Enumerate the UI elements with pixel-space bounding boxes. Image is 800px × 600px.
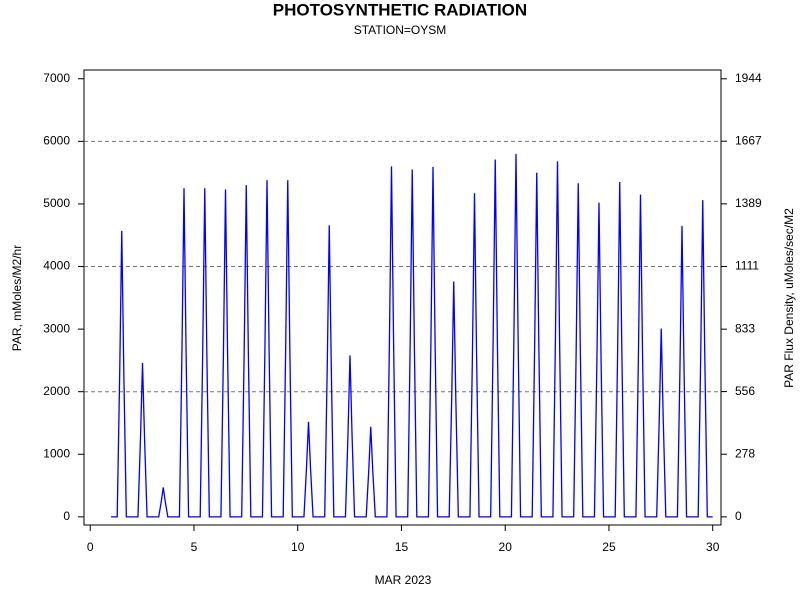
y-tick-label: 4000 — [43, 259, 70, 273]
y2-axis-label: PAR Flux Density, uMoles/sec/M2 — [782, 208, 796, 388]
x-tick-label: 25 — [602, 540, 616, 554]
x-tick-label: 20 — [499, 540, 513, 554]
x-axis-label: MAR 2023 — [375, 573, 432, 587]
y-tick-label: 2000 — [43, 384, 70, 398]
x-tick-label: 10 — [291, 540, 305, 554]
x-tick-label: 15 — [395, 540, 409, 554]
y-tick-label: 0 — [63, 509, 70, 523]
y-tick-label: 5000 — [43, 196, 70, 210]
data-line — [110, 153, 713, 518]
chart-subtitle: STATION=OYSM — [354, 23, 447, 37]
y2-tick-label: 833 — [735, 321, 755, 335]
y2-tick-label: 0 — [735, 509, 742, 523]
y-axis-label: PAR, mMoles/M2/hr — [10, 245, 24, 351]
y-tick-label: 6000 — [43, 134, 70, 148]
plot-frame — [83, 69, 722, 526]
y-tick-label: 3000 — [43, 321, 70, 335]
y-tick-label: 1000 — [43, 446, 70, 460]
x-tick-label: 30 — [706, 540, 720, 554]
y2-tick-label: 1944 — [735, 71, 762, 85]
chart-title: PHOTOSYNTHETIC RADIATION — [273, 0, 527, 19]
x-tick-label: 5 — [191, 540, 198, 554]
y2-tick-label: 1111 — [735, 259, 759, 273]
y2-tick-label: 556 — [735, 384, 755, 398]
y2-tick-label: 278 — [735, 446, 755, 460]
y2-tick-label: 1667 — [735, 133, 762, 147]
y-tick-label: 7000 — [43, 71, 70, 85]
y2-tick-label: 1389 — [735, 196, 762, 210]
x-tick-label: 0 — [87, 540, 94, 554]
